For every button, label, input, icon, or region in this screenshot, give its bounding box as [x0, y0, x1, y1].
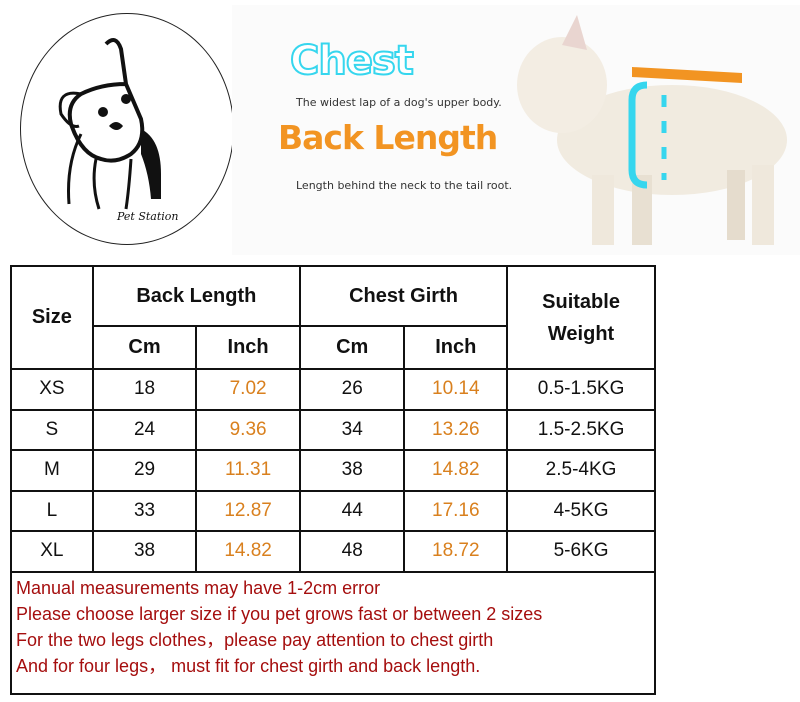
cell-weight: 0.5-1.5KG	[506, 368, 656, 411]
cell-back-in: 7.02	[195, 368, 301, 411]
size-header: Size	[10, 265, 94, 370]
cell-back-cm: 33	[91, 489, 198, 532]
cell-size: M	[10, 449, 94, 492]
brand-name: Pet Station	[117, 210, 179, 223]
table-row: XS 18 7.02 26 10.14 0.5-1.5KG	[10, 368, 656, 411]
pet-station-logo: Pet Station	[20, 13, 234, 245]
cell-back-in: 14.82	[195, 530, 301, 573]
cell-chest-in: 17.16	[403, 489, 509, 532]
chest-title: Chest	[289, 37, 415, 85]
note: And for four legs， must fit for chest gi…	[16, 655, 481, 676]
cell-chest-in: 13.26	[403, 408, 509, 451]
cell-weight: 5-6KG	[506, 530, 656, 573]
notes-cell: Manual measurements may have 1-2cm error…	[10, 570, 656, 695]
back-length-header: Back Length	[91, 265, 301, 327]
chest-cm-header: Cm	[298, 325, 406, 370]
cell-back-in: 9.36	[195, 408, 301, 451]
cell-chest-cm: 34	[298, 408, 406, 451]
back-cm-header: Cm	[91, 325, 198, 370]
cell-back-in: 12.87	[195, 489, 301, 532]
cell-chest-cm: 44	[298, 489, 406, 532]
back-length-description: Length behind the neck to the tail root.	[296, 179, 513, 192]
dog-measurement-illustration	[517, 15, 787, 245]
cell-size: XS	[10, 368, 94, 411]
cell-back-cm: 24	[91, 408, 198, 451]
cell-size: S	[10, 408, 94, 451]
table-row: M 29 11.31 38 14.82 2.5-4KG	[10, 449, 656, 492]
cell-size: XL	[10, 530, 94, 573]
cell-chest-cm: 26	[298, 368, 406, 411]
cell-weight: 2.5-4KG	[506, 449, 656, 492]
cell-chest-in: 18.72	[403, 530, 509, 573]
chest-description: The widest lap of a dog's upper body.	[296, 96, 502, 109]
chest-girth-header: Chest Girth	[298, 265, 509, 327]
cell-weight: 1.5-2.5KG	[506, 408, 656, 451]
note: Please choose larger size if you pet gro…	[16, 603, 543, 624]
measurement-banner	[232, 5, 800, 255]
cell-chest-cm: 48	[298, 530, 406, 573]
note: For the two legs clothes，please pay atte…	[16, 629, 494, 650]
back-inch-header: Inch	[195, 325, 301, 370]
cell-chest-cm: 38	[298, 449, 406, 492]
cell-back-cm: 29	[91, 449, 198, 492]
table-row: XL 38 14.82 48 18.72 5-6KG	[10, 530, 656, 573]
cell-back-cm: 18	[91, 368, 198, 411]
table-row: S 24 9.36 34 13.26 1.5-2.5KG	[10, 408, 656, 451]
chest-inch-header: Inch	[403, 325, 509, 370]
bulldog-drawing-icon	[58, 38, 161, 210]
note: Manual measurements may have 1-2cm error	[16, 577, 381, 598]
back-length-title: Back Length	[278, 118, 498, 157]
weight-header: Suitable Weight	[506, 265, 656, 370]
cell-size: L	[10, 489, 94, 532]
cell-weight: 4-5KG	[506, 489, 656, 532]
table-row: L 33 12.87 44 17.16 4-5KG	[10, 489, 656, 532]
cell-back-in: 11.31	[195, 449, 301, 492]
size-chart-table: Size Back Length Chest Girth Suitable We…	[10, 265, 656, 695]
cell-chest-in: 14.82	[403, 449, 509, 492]
cell-back-cm: 38	[91, 530, 198, 573]
cell-chest-in: 10.14	[403, 368, 509, 411]
